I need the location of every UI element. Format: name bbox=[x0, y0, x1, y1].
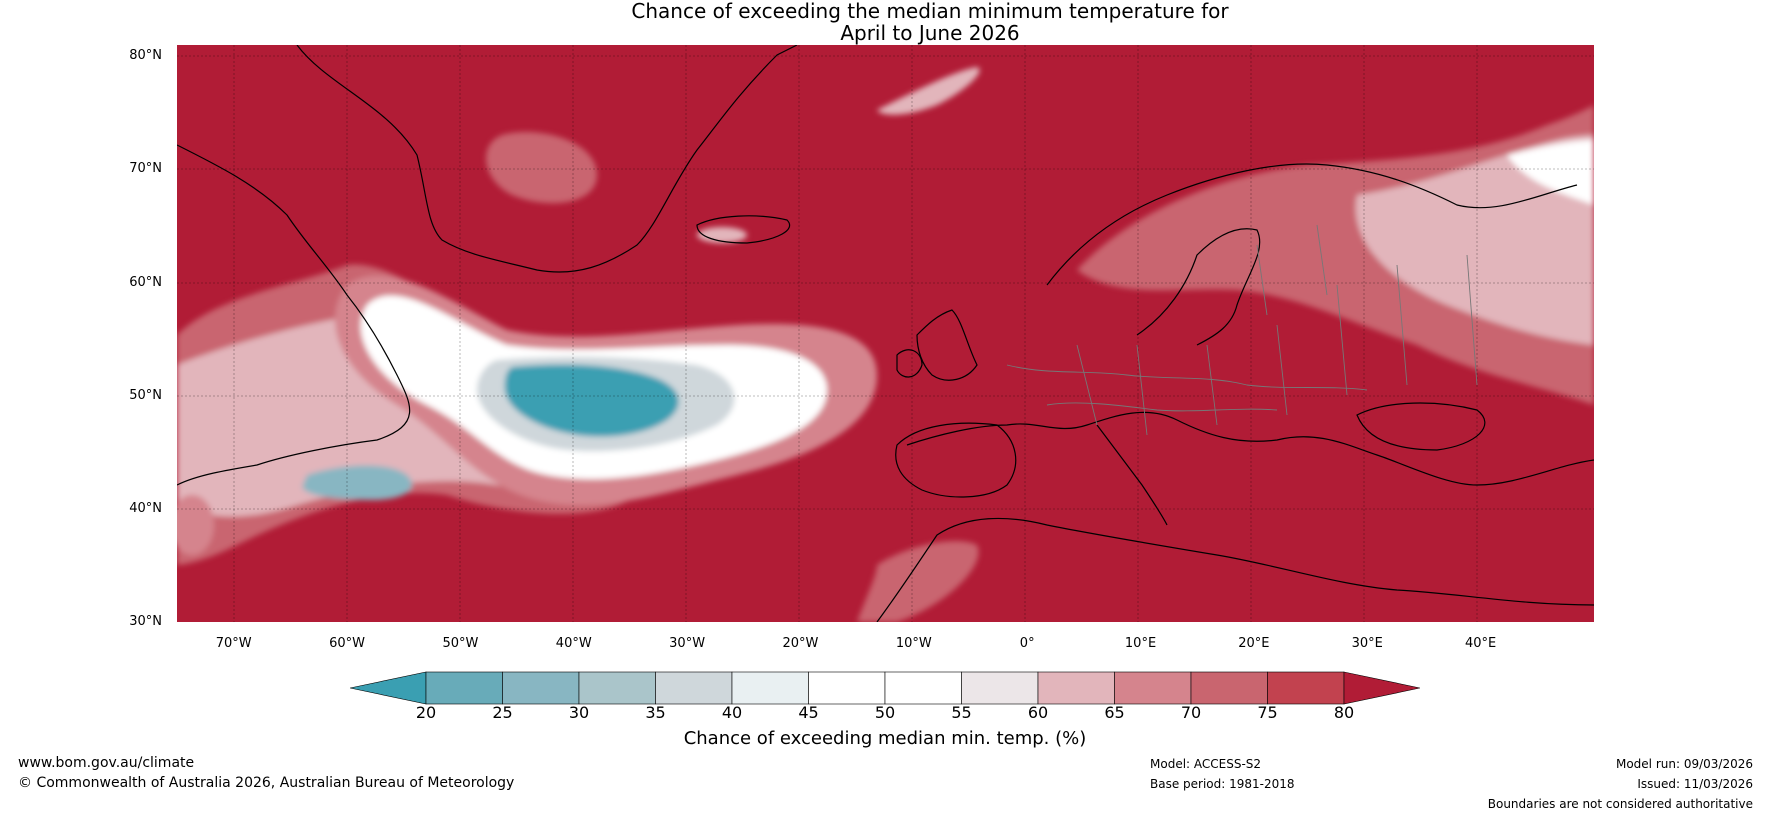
colorbar bbox=[350, 671, 1420, 705]
lat-label: 60°N bbox=[129, 274, 162, 290]
lat-label: 50°N bbox=[129, 387, 162, 403]
region-russia-white bbox=[1507, 140, 1594, 205]
lat-label: 80°N bbox=[129, 48, 162, 64]
coastlines bbox=[177, 45, 1594, 622]
colorbar-segment bbox=[961, 671, 1039, 705]
colorbar-tick-label: 35 bbox=[645, 703, 666, 722]
colorbar-segment bbox=[655, 671, 733, 705]
colorbar-tick-label: 70 bbox=[1180, 703, 1202, 722]
lat-label: 40°N bbox=[129, 500, 162, 516]
graticule bbox=[177, 45, 1594, 622]
footer-copyright: © Commonwealth of Australia 2026, Austra… bbox=[18, 775, 515, 791]
lat-label: 70°N bbox=[129, 161, 162, 177]
colorbar-tick-label: 25 bbox=[492, 703, 513, 722]
region-south-teal bbox=[302, 465, 413, 500]
colorbar-tick-label: 55 bbox=[951, 703, 972, 722]
colorbar-tick-label: 50 bbox=[874, 703, 896, 722]
colorbar-segment bbox=[1267, 671, 1345, 705]
colorbar-segment bbox=[425, 671, 503, 705]
colorbar-segment bbox=[1114, 671, 1192, 705]
footer-model-run: Model run: 09/03/2026 bbox=[1615, 757, 1753, 771]
colorbar-tick-label: 40 bbox=[721, 703, 743, 722]
colorbar-segment bbox=[578, 671, 656, 705]
footer-disclaimer: Boundaries are not considered authoritat… bbox=[1487, 797, 1753, 811]
colorbar-segment bbox=[1190, 671, 1268, 705]
lon-label: 40°W bbox=[555, 636, 592, 651]
colorbar-segment bbox=[1037, 671, 1115, 705]
lon-label: 70°W bbox=[215, 636, 252, 651]
colorbar-tick-label: 65 bbox=[1104, 703, 1125, 722]
region-morocco bbox=[857, 541, 979, 622]
colorbar-tick-label: 20 bbox=[415, 703, 437, 722]
colorbar-segment bbox=[884, 671, 962, 705]
colorbar-tick-label: 30 bbox=[568, 703, 590, 722]
footer-model: Model: ACCESS-S2 bbox=[1150, 757, 1262, 771]
country-borders bbox=[1006, 224, 1478, 436]
region-iceland bbox=[697, 227, 747, 243]
footer-base-period: Base period: 1981-2018 bbox=[1150, 777, 1295, 791]
anomaly-pattern bbox=[177, 67, 1594, 622]
chart-title-line2: April to June 2026 bbox=[840, 21, 1020, 45]
colorbar-extend-high bbox=[1343, 671, 1420, 705]
lon-label: 30°W bbox=[669, 636, 706, 651]
region-atlantic-teal bbox=[504, 364, 679, 437]
chart-title-line1: Chance of exceeding the median minimum t… bbox=[631, 0, 1229, 23]
region-russia-lightpink bbox=[1355, 135, 1594, 345]
lon-label: 50°W bbox=[442, 636, 479, 651]
lon-label: 60°W bbox=[329, 636, 365, 651]
region-arctic-pink bbox=[485, 131, 597, 204]
colorbar-tick-label: 60 bbox=[1027, 703, 1049, 722]
colorbar-tick-label: 75 bbox=[1257, 703, 1278, 722]
colorbar-label: Chance of exceeding median min. temp. (%… bbox=[683, 728, 1087, 749]
lon-label: 20°E bbox=[1238, 636, 1270, 651]
lon-label: 30°E bbox=[1351, 636, 1383, 651]
colorbar-segment bbox=[502, 671, 580, 705]
lon-label: 0° bbox=[1019, 636, 1035, 651]
colorbar-tick-label: 80 bbox=[1333, 703, 1355, 722]
lon-label: 20°W bbox=[782, 636, 819, 651]
region-sw-corner bbox=[177, 495, 214, 555]
lon-label: 40°E bbox=[1464, 636, 1497, 651]
colorbar-extend-low bbox=[350, 671, 427, 705]
lat-label: 30°N bbox=[129, 614, 162, 629]
footer-issued: Issued: 11/03/2026 bbox=[1637, 777, 1753, 791]
region-svalbard-streak bbox=[877, 67, 980, 115]
colorbar-tick-label: 45 bbox=[798, 703, 819, 722]
probability-map bbox=[177, 45, 1594, 622]
lon-label: 10°E bbox=[1124, 636, 1157, 651]
colorbar-segment bbox=[808, 671, 886, 705]
lon-label: 10°W bbox=[895, 636, 932, 651]
footer-url[interactable]: www.bom.gov.au/climate bbox=[18, 755, 195, 771]
colorbar-segment bbox=[731, 671, 809, 705]
